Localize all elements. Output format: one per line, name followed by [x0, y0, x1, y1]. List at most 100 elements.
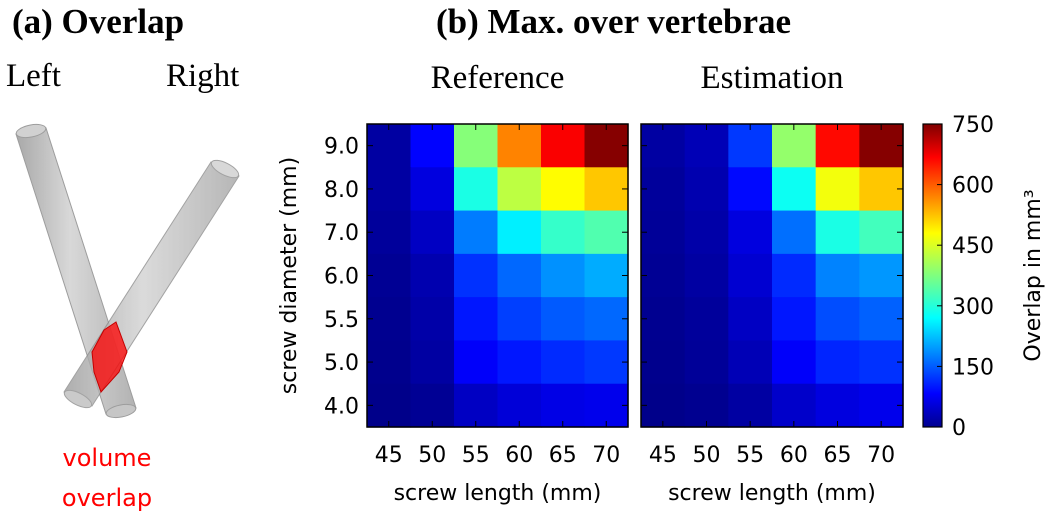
heatmap-cell: [584, 340, 629, 385]
x-tick-label: 70: [592, 443, 620, 468]
heatmap-cell: [454, 167, 499, 212]
heatmap-cell: [454, 210, 499, 255]
colorbar-tick-label: 150: [952, 355, 994, 380]
x-axis-label: screw length (mm): [394, 481, 602, 506]
heatmap-cell: [684, 124, 729, 168]
heatmap-cell: [584, 167, 629, 212]
heatmap-cell: [728, 167, 773, 212]
left-screw-label: Left: [6, 58, 61, 94]
heatmap-cell: [859, 340, 904, 385]
heatmap-cell: [367, 340, 412, 385]
y-tick-label: 7.0: [324, 221, 359, 246]
heatmap-cell: [728, 340, 773, 385]
heatmap-cell: [728, 253, 773, 298]
heatmap-cell: [367, 124, 412, 168]
x-tick-label: 55: [462, 443, 490, 468]
heatmap-cell: [772, 210, 817, 255]
heatmap-cell: [684, 297, 729, 342]
heatmap-cell: [815, 340, 860, 385]
heatmap-cell: [541, 340, 586, 385]
heatmap-cell: [541, 383, 586, 428]
heatmap-cell: [815, 297, 860, 342]
x-tick-label: 45: [649, 443, 677, 468]
heatmap-charts: Reference 45 50 55 60 65 70 screw length (mm) 9.…: [277, 60, 1046, 506]
panel-b-title: (b) Max. over vertebrae: [436, 2, 792, 41]
heatmap-cell: [541, 253, 586, 298]
heatmap-cell: [641, 210, 686, 255]
y-tick-label: 5.0: [324, 351, 359, 376]
heatmap-cell: [410, 167, 455, 212]
right-screw-label: Right: [166, 58, 240, 94]
heatmap-cell: [497, 383, 542, 428]
heatmap-cell: [815, 253, 860, 298]
x-tick-label: 55: [736, 443, 764, 468]
heatmap-cell: [772, 167, 817, 212]
heatmap-cell: [454, 340, 499, 385]
heatmap-cell: [497, 340, 542, 385]
heatmap-cell: [641, 297, 686, 342]
heatmap-cell: [367, 210, 412, 255]
heatmap-cell: [684, 383, 729, 428]
heatmap-cell: [815, 124, 860, 168]
heatmap-cell: [641, 253, 686, 298]
heatmap-cell: [728, 124, 773, 168]
y-tick-label: 9.0: [324, 135, 359, 160]
heatmap-cell: [641, 124, 686, 168]
heatmap-reference: Reference 45 50 55 60 65 70 screw length (mm) 9.…: [277, 60, 629, 506]
heatmap-cell: [641, 383, 686, 428]
heatmap-cell: [454, 124, 499, 168]
colorbar-tick-label: 450: [952, 234, 994, 259]
y-axis-label: screw diameter (mm): [277, 157, 302, 394]
heatmap-cell: [772, 383, 817, 428]
heatmap-cell: [410, 383, 455, 428]
x-tick-label: 50: [693, 443, 721, 468]
panel-a-title: (a) Overlap: [12, 2, 185, 41]
y-tick-label: 4.0: [324, 394, 359, 419]
volume-overlap-label-line1: volume: [62, 444, 152, 472]
heatmap-cell: [541, 210, 586, 255]
heatmap-cell: [367, 383, 412, 428]
heatmap-cell: [367, 167, 412, 212]
heatmap-cell: [454, 297, 499, 342]
heatmap-cell: [541, 124, 586, 168]
heatmap-cell: [641, 340, 686, 385]
heatmap-cell: [454, 383, 499, 428]
heatmap-cell: [410, 210, 455, 255]
volume-overlap-label: volume overlap: [43, 438, 171, 518]
heatmap-cell: [584, 253, 629, 298]
heatmap-cell: [497, 253, 542, 298]
heatmap-cell: [772, 297, 817, 342]
colorbar: 0 150 300 450 600 750 Overlap in mm³: [922, 113, 1046, 441]
heatmap-cell: [859, 253, 904, 298]
heatmap-cell: [454, 253, 499, 298]
x-axis-label: screw length (mm): [668, 481, 876, 506]
heatmap-cell: [367, 253, 412, 298]
heatmap-cell: [772, 253, 817, 298]
colorbar-label: Overlap in mm³: [1021, 189, 1046, 361]
heatmap-cell: [584, 124, 629, 168]
x-tick-label: 65: [549, 443, 577, 468]
heatmap-cell: [410, 340, 455, 385]
y-tick-label: 8.0: [324, 178, 359, 203]
heatmap-cell: [859, 124, 904, 168]
colorbar-gradient: [922, 123, 943, 428]
heatmap-cell: [728, 383, 773, 428]
heatmap-cell: [684, 210, 729, 255]
colorbar-tick-label: 0: [952, 416, 966, 441]
heatmap-cell: [584, 297, 629, 342]
heatmap-cell: [541, 297, 586, 342]
heatmap-cell: [728, 297, 773, 342]
y-tick-label: 6.0: [324, 265, 359, 290]
heatmap-cell: [815, 167, 860, 212]
colorbar-tick-label: 600: [952, 174, 994, 199]
heatmap-cell: [772, 124, 817, 168]
heatmap-cell: [410, 124, 455, 168]
y-tick-label: 5.5: [324, 308, 359, 333]
heatmap-cell: [641, 167, 686, 212]
x-tick-label: 60: [505, 443, 533, 468]
colorbar-tick-label: 300: [952, 295, 994, 320]
heatmap-title: Estimation: [701, 60, 844, 96]
heatmap-cell: [815, 210, 860, 255]
heatmap-cell: [584, 383, 629, 428]
